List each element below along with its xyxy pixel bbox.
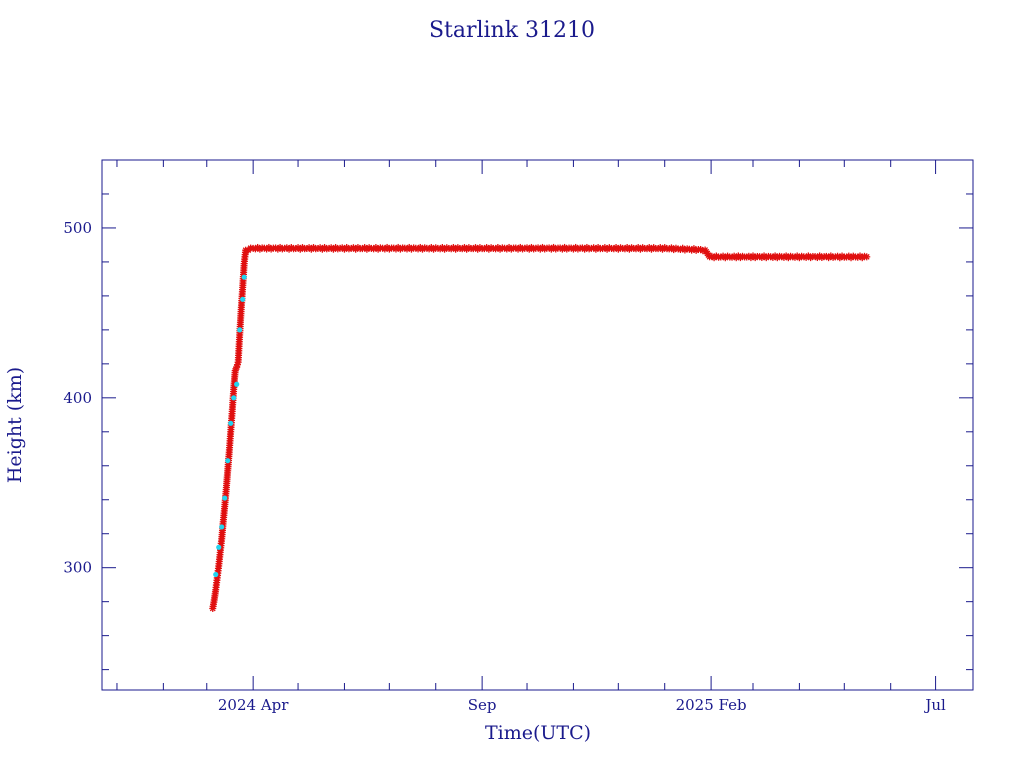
x-tick-label: Sep [468,696,497,714]
x-axis-label: Time(UTC) [485,722,591,744]
axis-ticks [102,159,973,690]
data-point [241,274,247,280]
data-point [237,327,243,333]
data-point [225,458,231,464]
data-point [240,296,246,302]
secondary-series [213,274,247,578]
main-series [209,243,871,612]
data-point [213,571,219,578]
data-point [233,363,241,371]
data-point [233,361,241,369]
y-tick-label: 400 [63,389,92,407]
x-tick-label: 2025 Feb [676,696,747,714]
y-tick-label: 500 [63,219,92,237]
data-point [863,253,871,261]
data-point [228,420,234,426]
data-point [219,524,225,530]
x-tick-label: Jul [923,696,946,714]
data-point [234,381,240,387]
data-point [216,544,222,550]
y-axis-label: Height (km) [4,367,26,483]
chart-title: Starlink 31210 [429,18,595,43]
data-points [209,243,871,612]
data-point [231,395,237,401]
x-tick-label: 2024 Apr [218,696,289,714]
data-point [222,495,228,501]
plot-frame [101,159,974,691]
y-tick-label: 300 [63,559,92,577]
tick-labels: 300 400 500 2024 Apr Sep 2025 Feb Jul [63,219,946,714]
trend-line [212,247,867,609]
